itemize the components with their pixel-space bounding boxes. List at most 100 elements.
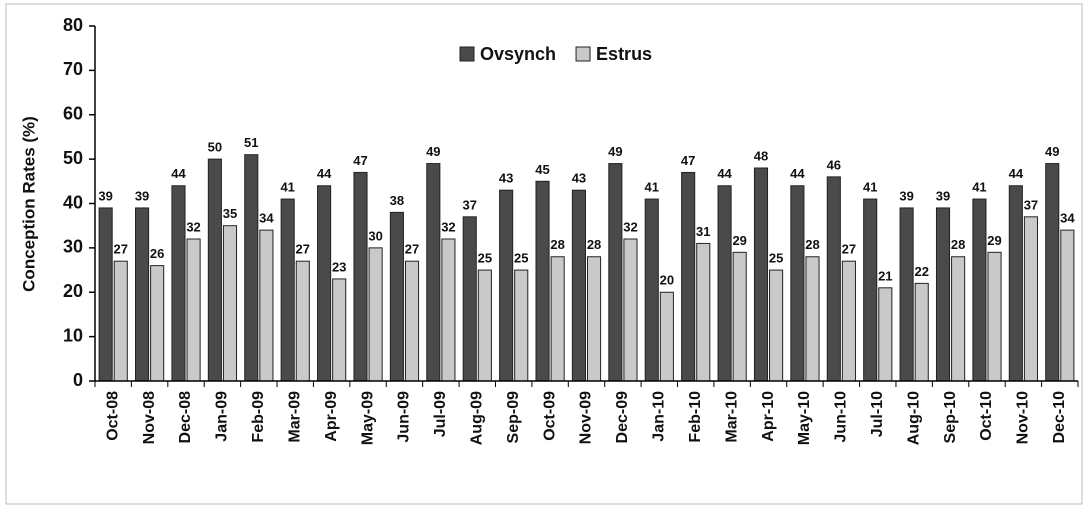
value-label: 45 xyxy=(535,162,549,177)
value-label: 41 xyxy=(280,180,294,195)
value-label: 44 xyxy=(171,166,186,181)
value-label: 51 xyxy=(244,135,258,150)
x-tick-label: Jun-10 xyxy=(833,391,850,443)
value-label: 44 xyxy=(717,166,732,181)
bar xyxy=(863,198,878,382)
x-tick-label: Nov-08 xyxy=(141,391,158,444)
bar xyxy=(841,260,856,382)
value-label: 32 xyxy=(623,219,637,234)
bar xyxy=(186,238,201,382)
value-label: 48 xyxy=(754,148,768,163)
value-label: 27 xyxy=(405,242,419,257)
bar xyxy=(717,185,732,382)
value-label: 29 xyxy=(732,233,746,248)
bar xyxy=(935,207,951,382)
x-tick-label: Nov-10 xyxy=(1015,391,1032,444)
bar xyxy=(171,185,186,382)
value-label: 41 xyxy=(972,180,986,195)
bar xyxy=(659,291,674,382)
bar xyxy=(790,185,805,382)
value-label: 27 xyxy=(114,242,128,257)
bar xyxy=(389,211,404,382)
x-tick-label: Oct-10 xyxy=(978,391,995,441)
value-label: 37 xyxy=(1024,197,1038,212)
x-tick-label: Feb-09 xyxy=(250,391,267,443)
bar xyxy=(280,198,295,382)
bar xyxy=(98,207,113,382)
bar xyxy=(499,189,514,382)
value-label: 25 xyxy=(514,251,528,266)
value-label: 50 xyxy=(208,140,222,155)
value-label: 23 xyxy=(332,259,346,274)
y-tick-label: 70 xyxy=(63,59,83,79)
value-label: 26 xyxy=(150,246,164,261)
value-label: 39 xyxy=(135,188,149,203)
x-tick-label: Nov-09 xyxy=(578,391,595,444)
value-label: 44 xyxy=(1009,166,1024,181)
bar xyxy=(623,238,638,382)
chart-frame xyxy=(5,3,1083,505)
value-label: 34 xyxy=(1060,211,1075,226)
x-tick-label: May-10 xyxy=(796,391,813,445)
value-label: 32 xyxy=(441,219,455,234)
value-label: 43 xyxy=(499,171,513,186)
bar xyxy=(899,207,914,382)
value-label: 41 xyxy=(863,180,877,195)
value-label: 43 xyxy=(572,171,586,186)
y-tick-label: 50 xyxy=(63,148,83,168)
bar xyxy=(972,198,987,382)
x-tick-label: Apr-09 xyxy=(323,391,340,442)
value-label: 39 xyxy=(98,188,112,203)
value-label: 32 xyxy=(186,219,200,234)
x-tick-label: Sep-09 xyxy=(505,391,522,444)
bar xyxy=(805,256,820,382)
bar xyxy=(368,247,383,382)
value-label: 47 xyxy=(681,153,695,168)
bar xyxy=(696,242,711,382)
value-label: 27 xyxy=(842,242,856,257)
bar xyxy=(113,260,128,382)
x-tick-label: May-09 xyxy=(359,391,376,445)
value-label: 30 xyxy=(368,228,382,243)
value-label: 49 xyxy=(608,144,622,159)
value-label: 20 xyxy=(660,273,674,288)
value-label: 38 xyxy=(390,193,404,208)
bar xyxy=(332,278,347,382)
bar xyxy=(987,251,1002,382)
bar xyxy=(426,163,441,382)
value-label: 39 xyxy=(899,188,913,203)
y-tick-label: 30 xyxy=(63,237,83,257)
legend-swatch xyxy=(459,46,475,62)
bar xyxy=(769,269,784,382)
value-label: 29 xyxy=(987,233,1001,248)
legend-swatch xyxy=(575,46,591,62)
x-tick-label: Mar-09 xyxy=(286,391,303,443)
value-label: 34 xyxy=(259,211,274,226)
x-tick-label: Apr-10 xyxy=(760,391,777,442)
value-label: 47 xyxy=(353,153,367,168)
x-tick-label: Dec-09 xyxy=(614,391,631,444)
y-tick-label: 60 xyxy=(63,104,83,124)
value-label: 21 xyxy=(878,268,892,283)
x-tick-label: Jan-09 xyxy=(214,391,231,442)
bar xyxy=(222,225,238,382)
value-label: 31 xyxy=(696,224,710,239)
bar xyxy=(1060,229,1075,382)
bar xyxy=(353,171,368,382)
bar xyxy=(732,251,747,382)
x-tick-label: Dec-10 xyxy=(1051,391,1068,444)
bar xyxy=(878,287,893,382)
value-label: 37 xyxy=(462,197,476,212)
bar xyxy=(753,167,769,382)
value-label: 28 xyxy=(550,237,564,252)
bar xyxy=(535,180,550,382)
bar xyxy=(571,189,586,382)
x-tick-label: Feb-10 xyxy=(687,391,704,443)
value-label: 44 xyxy=(317,166,332,181)
bar xyxy=(951,256,966,382)
bar xyxy=(1008,185,1023,382)
value-label: 25 xyxy=(478,251,492,266)
bar xyxy=(135,207,150,382)
value-label: 27 xyxy=(296,242,310,257)
legend-label: Estrus xyxy=(596,44,652,64)
